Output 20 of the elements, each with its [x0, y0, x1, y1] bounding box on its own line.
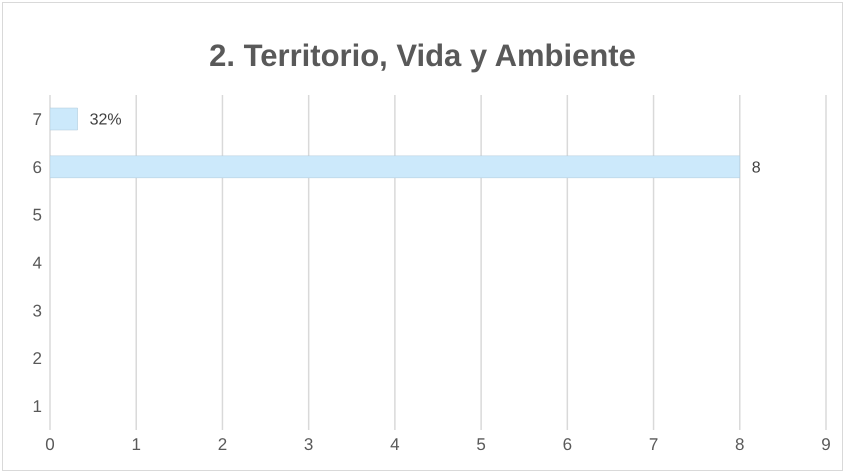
x-tick-label: 6 [562, 435, 572, 454]
chart-title: 2. Territorio, Vida y Ambiente [208, 38, 637, 74]
data-label: 8 [752, 160, 761, 177]
y-tick-label: 1 [32, 397, 42, 416]
y-tick-label: 5 [32, 206, 42, 225]
x-tick-label: 9 [821, 435, 831, 454]
x-tick-label: 8 [735, 435, 745, 454]
y-tick-label: 4 [32, 254, 42, 273]
x-tick-label: 4 [390, 435, 400, 454]
y-tick-label: 6 [32, 158, 42, 177]
x-tick-label: 7 [648, 435, 658, 454]
x-tick-label: 5 [476, 435, 486, 454]
x-tick-label: 2 [218, 435, 228, 454]
x-tick-label: 0 [45, 435, 55, 454]
y-tick-label: 2 [32, 349, 42, 368]
data-label: 32% [90, 112, 122, 129]
y-tick-label: 3 [32, 301, 42, 320]
x-tick-label: 3 [304, 435, 314, 454]
y-tick-label: 7 [32, 110, 42, 129]
x-tick-label: 1 [131, 435, 141, 454]
